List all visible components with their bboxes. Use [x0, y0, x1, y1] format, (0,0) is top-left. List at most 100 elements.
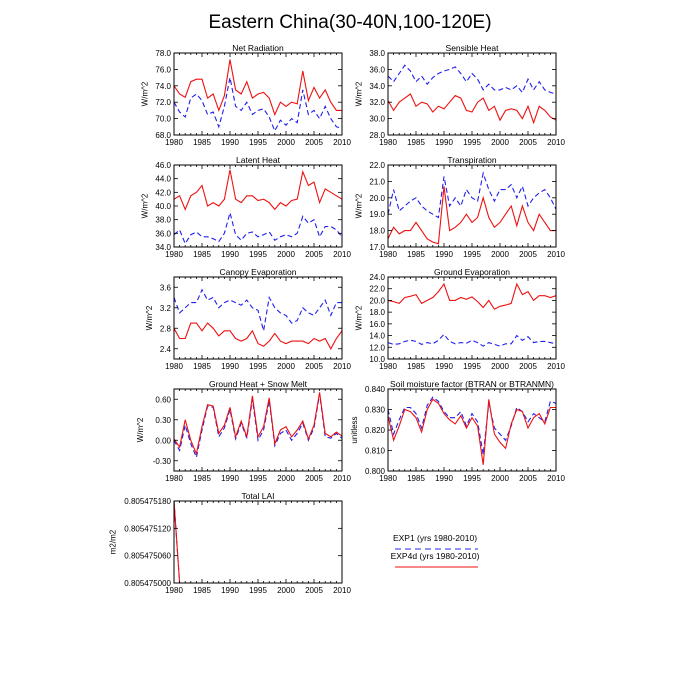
y-tick-label: 36.0: [369, 65, 385, 74]
panel-title: Soil moisture factor (BTRAN or BTRANMN): [390, 379, 554, 389]
y-tick-label: 18.0: [369, 227, 385, 236]
panel-0: Net Radiation 1980 1985 1990 1995 2000 2005 201…: [141, 43, 352, 147]
x-tick-label: 1990: [221, 362, 239, 371]
x-tick-label: 1990: [435, 362, 453, 371]
x-tick-label: 2000: [491, 138, 509, 147]
y-tick-label: 46.0: [155, 161, 171, 170]
x-tick-label: 1990: [221, 474, 239, 483]
y-tick-label: 22.0: [369, 285, 385, 294]
x-tick-label: 1995: [249, 250, 267, 259]
x-tick-label: 1995: [249, 362, 267, 371]
panel-2: Latent Heat 1980 1985 1990 1995 2000 2005 2010 3…: [141, 155, 352, 259]
y-tick-label: 0.30: [155, 416, 171, 425]
series-line-exp4d: [387, 398, 556, 465]
x-tick-label: 2000: [277, 586, 295, 595]
x-tick-label: 2005: [305, 474, 323, 483]
y-tick-label: 40.0: [155, 202, 171, 211]
x-tick-label: 1980: [165, 250, 183, 259]
series-line-exp1: [173, 77, 343, 133]
x-tick-label: 2005: [519, 362, 537, 371]
x-tick-label: 2000: [277, 362, 295, 371]
y-axis-label: W/m^2: [141, 193, 150, 218]
figure-title: Eastern China(30-40N,100-120E): [208, 12, 491, 33]
x-tick-label: 1985: [407, 362, 425, 371]
y-axis-label: W/m^2: [145, 305, 154, 330]
y-axis-label: unitless: [350, 416, 359, 443]
x-tick-label: 2000: [491, 474, 509, 483]
y-axis-label: W/m^2: [355, 81, 364, 106]
x-tick-label: 2010: [333, 250, 351, 259]
panel-7: Soil moisture factor (BTRAN or BTRANMN) 1…: [350, 379, 565, 483]
y-tick-label: 0.805475180: [124, 497, 171, 506]
y-tick-label: 0.805475000: [124, 579, 171, 588]
y-tick-label: 28.0: [369, 131, 385, 140]
y-tick-label: 36.0: [155, 229, 171, 238]
panel-6: Ground Heat + Snow Melt 1980 1985 1990 1995 2…: [136, 379, 351, 483]
x-tick-label: 2010: [333, 362, 351, 371]
y-tick-label: 14.0: [369, 332, 385, 341]
x-tick-label: 2005: [305, 362, 323, 371]
series-line-exp1: [173, 393, 343, 460]
y-tick-label: 0.820: [365, 426, 386, 435]
x-tick-label: 2000: [491, 250, 509, 259]
series-line-exp1: [173, 210, 343, 245]
x-tick-label: 1995: [463, 474, 481, 483]
panel-title: Canopy Evaporation: [219, 267, 296, 277]
x-tick-label: 1980: [165, 474, 183, 483]
panel-title: Ground Heat + Snow Melt: [209, 379, 308, 389]
x-tick-label: 1980: [379, 474, 397, 483]
x-tick-label: 2005: [305, 586, 323, 595]
series-line-exp4d: [387, 93, 557, 125]
y-tick-label: 30.0: [369, 115, 385, 124]
x-tick-label: 2005: [305, 250, 323, 259]
panel-5: Ground Evaporation 1980 1985 1990 1995 2000 20…: [355, 267, 566, 371]
y-axis-label: W/m^2: [355, 305, 364, 330]
x-tick-label: 1985: [193, 586, 211, 595]
y-tick-label: 2.4: [160, 345, 172, 354]
panel-1: Sensible Heat 1980 1985 1990 1995 2000 2005 201…: [355, 43, 566, 147]
series-line-exp1: [173, 288, 342, 331]
x-tick-label: 1980: [379, 138, 397, 147]
y-tick-label: 0.830: [365, 406, 386, 415]
panel-title: Sensible Heat: [446, 43, 500, 53]
x-tick-label: 1985: [193, 138, 211, 147]
x-tick-label: 1980: [165, 362, 183, 371]
panel-3: Transpiration 1980 1985 1990 1995 2000 2005 201…: [355, 155, 566, 259]
y-tick-label: 38.0: [369, 49, 385, 58]
y-tick-label: 24.0: [369, 273, 385, 282]
panel-title: Total LAI: [241, 491, 274, 501]
x-tick-label: 2010: [547, 474, 565, 483]
y-axis-label: m2/m2: [108, 529, 117, 554]
x-tick-label: 1980: [379, 362, 397, 371]
x-tick-label: 1980: [165, 586, 183, 595]
x-tick-label: 2005: [305, 138, 323, 147]
y-axis-label: W/m^2: [141, 81, 150, 106]
x-tick-label: 1985: [407, 138, 425, 147]
x-tick-label: 1990: [221, 250, 239, 259]
y-tick-label: 68.0: [155, 131, 171, 140]
x-tick-label: 1990: [435, 138, 453, 147]
x-tick-label: 1995: [463, 250, 481, 259]
series-line-exp1: [387, 396, 557, 455]
x-tick-label: 2010: [333, 138, 351, 147]
y-axis-label: W/m^2: [136, 417, 145, 442]
y-tick-label: 0.00: [155, 436, 171, 445]
y-tick-label: 0.60: [155, 395, 171, 404]
series-line-exp1: [387, 64, 557, 95]
y-tick-label: 32.0: [369, 98, 385, 107]
x-tick-label: 2005: [519, 474, 537, 483]
x-tick-label: 1990: [435, 250, 453, 259]
x-tick-label: 1980: [165, 138, 183, 147]
y-tick-label: 34.0: [155, 243, 171, 252]
y-tick-label: 74.0: [155, 82, 171, 91]
y-tick-label: 42.0: [155, 188, 171, 197]
panel-title: Transpiration: [447, 155, 497, 165]
x-tick-label: 2010: [547, 250, 565, 259]
x-tick-label: 2000: [277, 250, 295, 259]
y-tick-label: 0.810: [365, 447, 386, 456]
x-tick-label: 1990: [221, 138, 239, 147]
series-line-exp4d: [387, 186, 556, 245]
x-tick-label: 2010: [333, 586, 351, 595]
x-tick-label: 2010: [547, 138, 565, 147]
